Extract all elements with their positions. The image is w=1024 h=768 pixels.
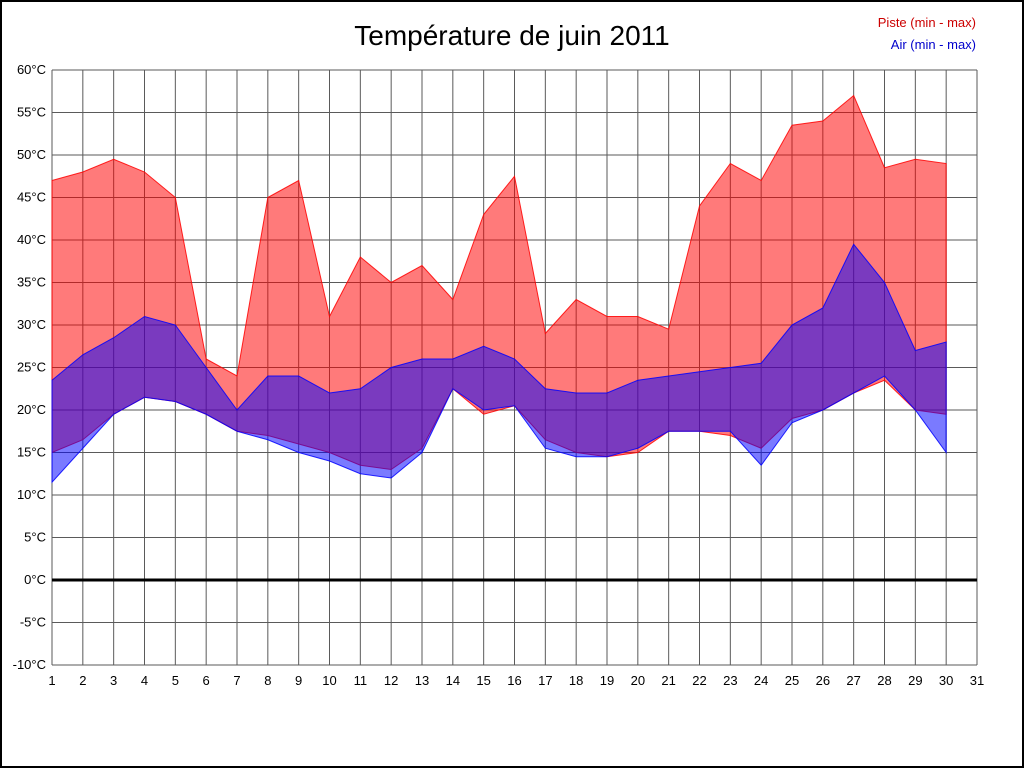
- x-tick-label: 19: [600, 673, 614, 688]
- x-axis-labels: 1 2 3 4 5 6 7 8 9 10 11 12 13 14 15 16 17 18 19 20 21 22 23 24 2…: [48, 673, 984, 688]
- y-tick-label: 0°C: [24, 572, 46, 587]
- x-tick-label: 10: [322, 673, 336, 688]
- x-tick-label: 9: [295, 673, 302, 688]
- x-tick-label: 23: [723, 673, 737, 688]
- x-tick-label: 24: [754, 673, 768, 688]
- x-tick-label: 5: [172, 673, 179, 688]
- x-tick-label: 28: [877, 673, 891, 688]
- y-tick-label: 5°C: [24, 530, 46, 545]
- x-tick-label: 7: [233, 673, 240, 688]
- y-tick-label: 45°C: [17, 190, 46, 205]
- x-tick-label: 16: [507, 673, 521, 688]
- chart-title: Température de juin 2011: [354, 20, 670, 51]
- y-tick-label: 20°C: [17, 402, 46, 417]
- y-tick-label: 10°C: [17, 487, 46, 502]
- x-tick-label: 3: [110, 673, 117, 688]
- chart-legend: Piste (min - max) Air (min - max): [878, 12, 976, 56]
- legend-piste-label: Piste (min - max): [877, 15, 976, 30]
- x-tick-label: 14: [446, 673, 460, 688]
- x-tick-label: 6: [203, 673, 210, 688]
- x-tick-label: 31: [970, 673, 984, 688]
- x-tick-label: 12: [384, 673, 398, 688]
- y-tick-label: 15°C: [17, 445, 46, 460]
- y-tick-label: 55°C: [17, 105, 46, 120]
- y-tick-label: 50°C: [17, 147, 46, 162]
- x-tick-label: 17: [538, 673, 552, 688]
- x-tick-label: 4: [141, 673, 148, 688]
- x-tick-label: 2: [79, 673, 86, 688]
- y-axis-labels: 60°C 55°C 50°C 45°C 40°C 35°C 30°C 25°C 20°C 15°C…: [13, 62, 46, 672]
- y-tick-label: 35°C: [17, 275, 46, 290]
- x-tick-label: 22: [692, 673, 706, 688]
- x-tick-label: 8: [264, 673, 271, 688]
- y-tick-label: -5°C: [20, 615, 46, 630]
- x-tick-label: 25: [785, 673, 799, 688]
- y-tick-label: 25°C: [17, 360, 46, 375]
- x-tick-label: 29: [908, 673, 922, 688]
- x-tick-label: 27: [846, 673, 860, 688]
- y-tick-label: 60°C: [17, 62, 46, 77]
- legend-air-label: Air (min - max): [890, 37, 976, 52]
- x-tick-label: 30: [939, 673, 953, 688]
- x-tick-label: 21: [661, 673, 675, 688]
- x-tick-label: 20: [631, 673, 645, 688]
- x-tick-label: 13: [415, 673, 429, 688]
- y-tick-label: -10°C: [13, 657, 46, 672]
- y-tick-label: 30°C: [17, 317, 46, 332]
- x-tick-label: 15: [476, 673, 490, 688]
- y-tick-label: 40°C: [17, 232, 46, 247]
- x-tick-label: 26: [816, 673, 830, 688]
- x-tick-label: 1: [48, 673, 55, 688]
- air-band: [51, 243, 947, 484]
- x-tick-label: 11: [354, 673, 368, 688]
- x-tick-label: 18: [569, 673, 583, 688]
